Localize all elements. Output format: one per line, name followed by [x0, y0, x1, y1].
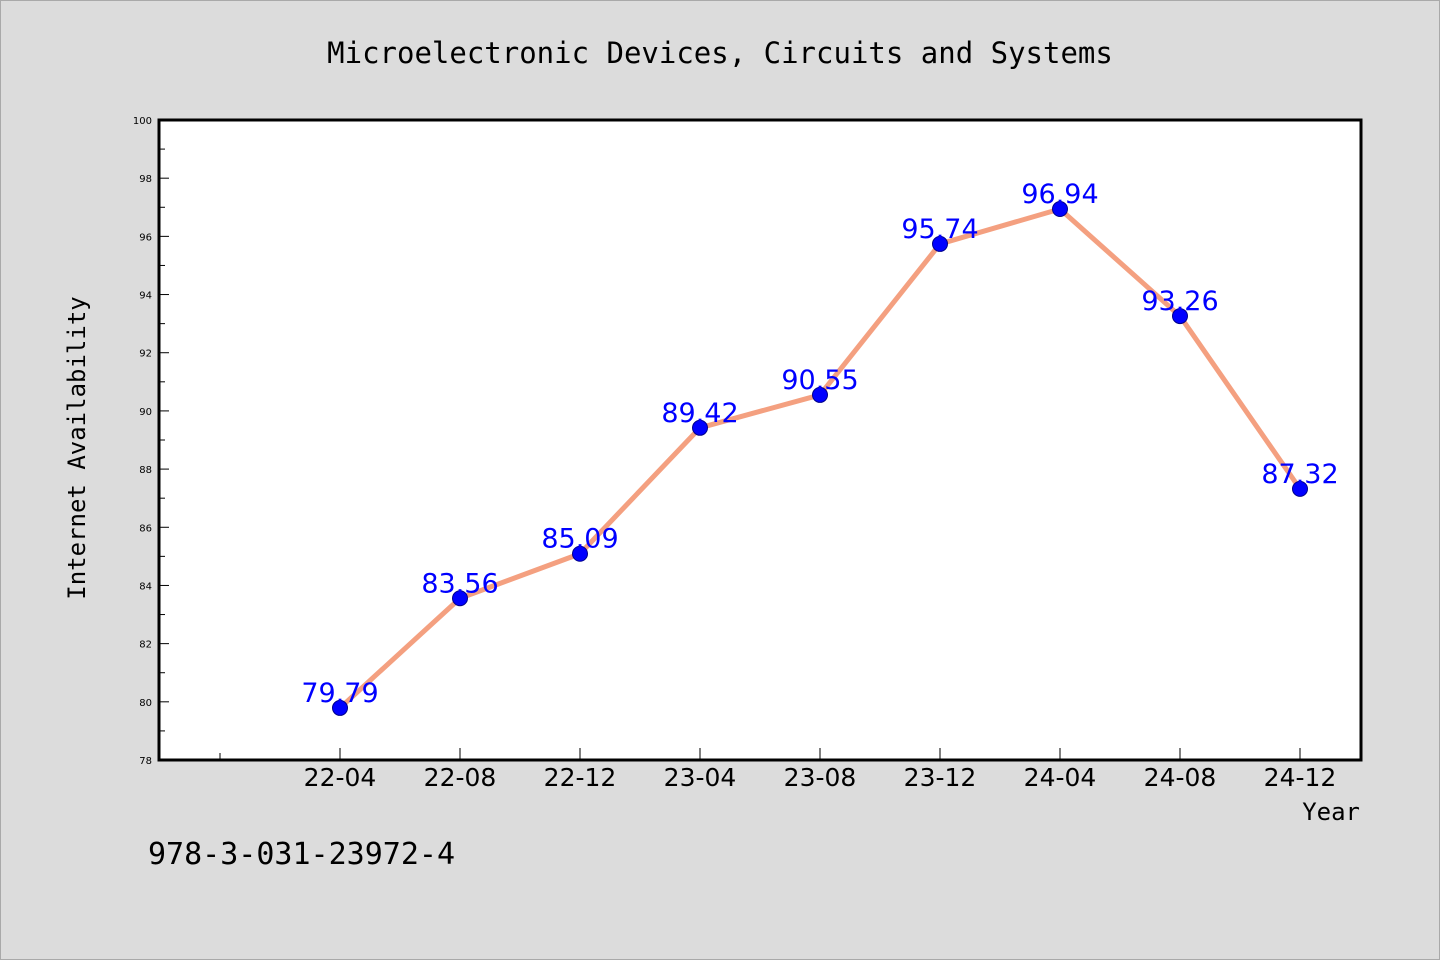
- data-label: 87.32: [1261, 459, 1338, 490]
- y-tick-label: 90: [139, 407, 152, 418]
- data-label: 89.42: [661, 398, 738, 429]
- data-point: [812, 386, 828, 403]
- y-tick-label: 100: [133, 116, 152, 127]
- data-point: [452, 590, 468, 607]
- x-tick-label: 23-12: [904, 763, 977, 792]
- data-label: 90.55: [781, 365, 858, 396]
- y-tick-label: 78: [139, 756, 152, 767]
- y-tick-label: 98: [139, 174, 152, 185]
- x-tick-label: 22-04: [304, 763, 377, 792]
- chart-title: Microelectronic Devices, Circuits and Sy…: [327, 36, 1113, 70]
- y-tick-label: 84: [139, 581, 152, 592]
- x-tick-label: 23-08: [784, 763, 857, 792]
- x-tick-label: 24-04: [1024, 763, 1097, 792]
- data-point: [932, 235, 948, 252]
- data-point: [572, 545, 588, 562]
- data-label: 85.09: [541, 524, 618, 555]
- y-axis-label: Internet Availability: [63, 296, 91, 599]
- series-layer: [332, 201, 1308, 716]
- x-tick-label: 23-04: [664, 763, 737, 792]
- x-tick-label: 24-08: [1144, 763, 1217, 792]
- y-tick-label: 96: [139, 232, 152, 243]
- isbn-code: 978-3-031-23972-4: [148, 837, 455, 872]
- data-point: [1172, 308, 1188, 325]
- data-point: [692, 419, 708, 436]
- y-tick-label: 82: [139, 640, 152, 651]
- data-label-layer: 79.79 83.56 85.09 89.42 90.55 95.74 96.94 93.26…: [301, 179, 1338, 709]
- x-tick-label: 22-08: [424, 763, 497, 792]
- y-tick-label: 88: [139, 465, 152, 476]
- data-label: 96.94: [1021, 179, 1098, 210]
- y-tick-label: 86: [139, 523, 152, 534]
- x-tick-label: 24-12: [1264, 763, 1337, 792]
- data-label: 79.79: [301, 678, 378, 709]
- data-point: [1052, 201, 1068, 218]
- data-label: 83.56: [421, 568, 498, 599]
- plot-area: [157, 118, 1363, 762]
- data-label: 95.74: [901, 214, 978, 245]
- x-axis-label: Year: [1302, 798, 1360, 826]
- y-tick-label: 80: [139, 698, 152, 709]
- y-tick-label: 92: [139, 349, 152, 360]
- y-axis: 78 80 82 84 86 88 90 92 94 96 98 100: [133, 116, 169, 767]
- data-point: [1292, 480, 1308, 497]
- y-tick-label: 94: [139, 291, 152, 302]
- data-point: [332, 699, 348, 716]
- x-tick-label: 22-12: [544, 763, 617, 792]
- data-label: 93.26: [1141, 286, 1218, 317]
- x-axis: 22-04 22-08 22-12 23-04 23-08 23-12 24-04 24-08…: [219, 748, 1337, 792]
